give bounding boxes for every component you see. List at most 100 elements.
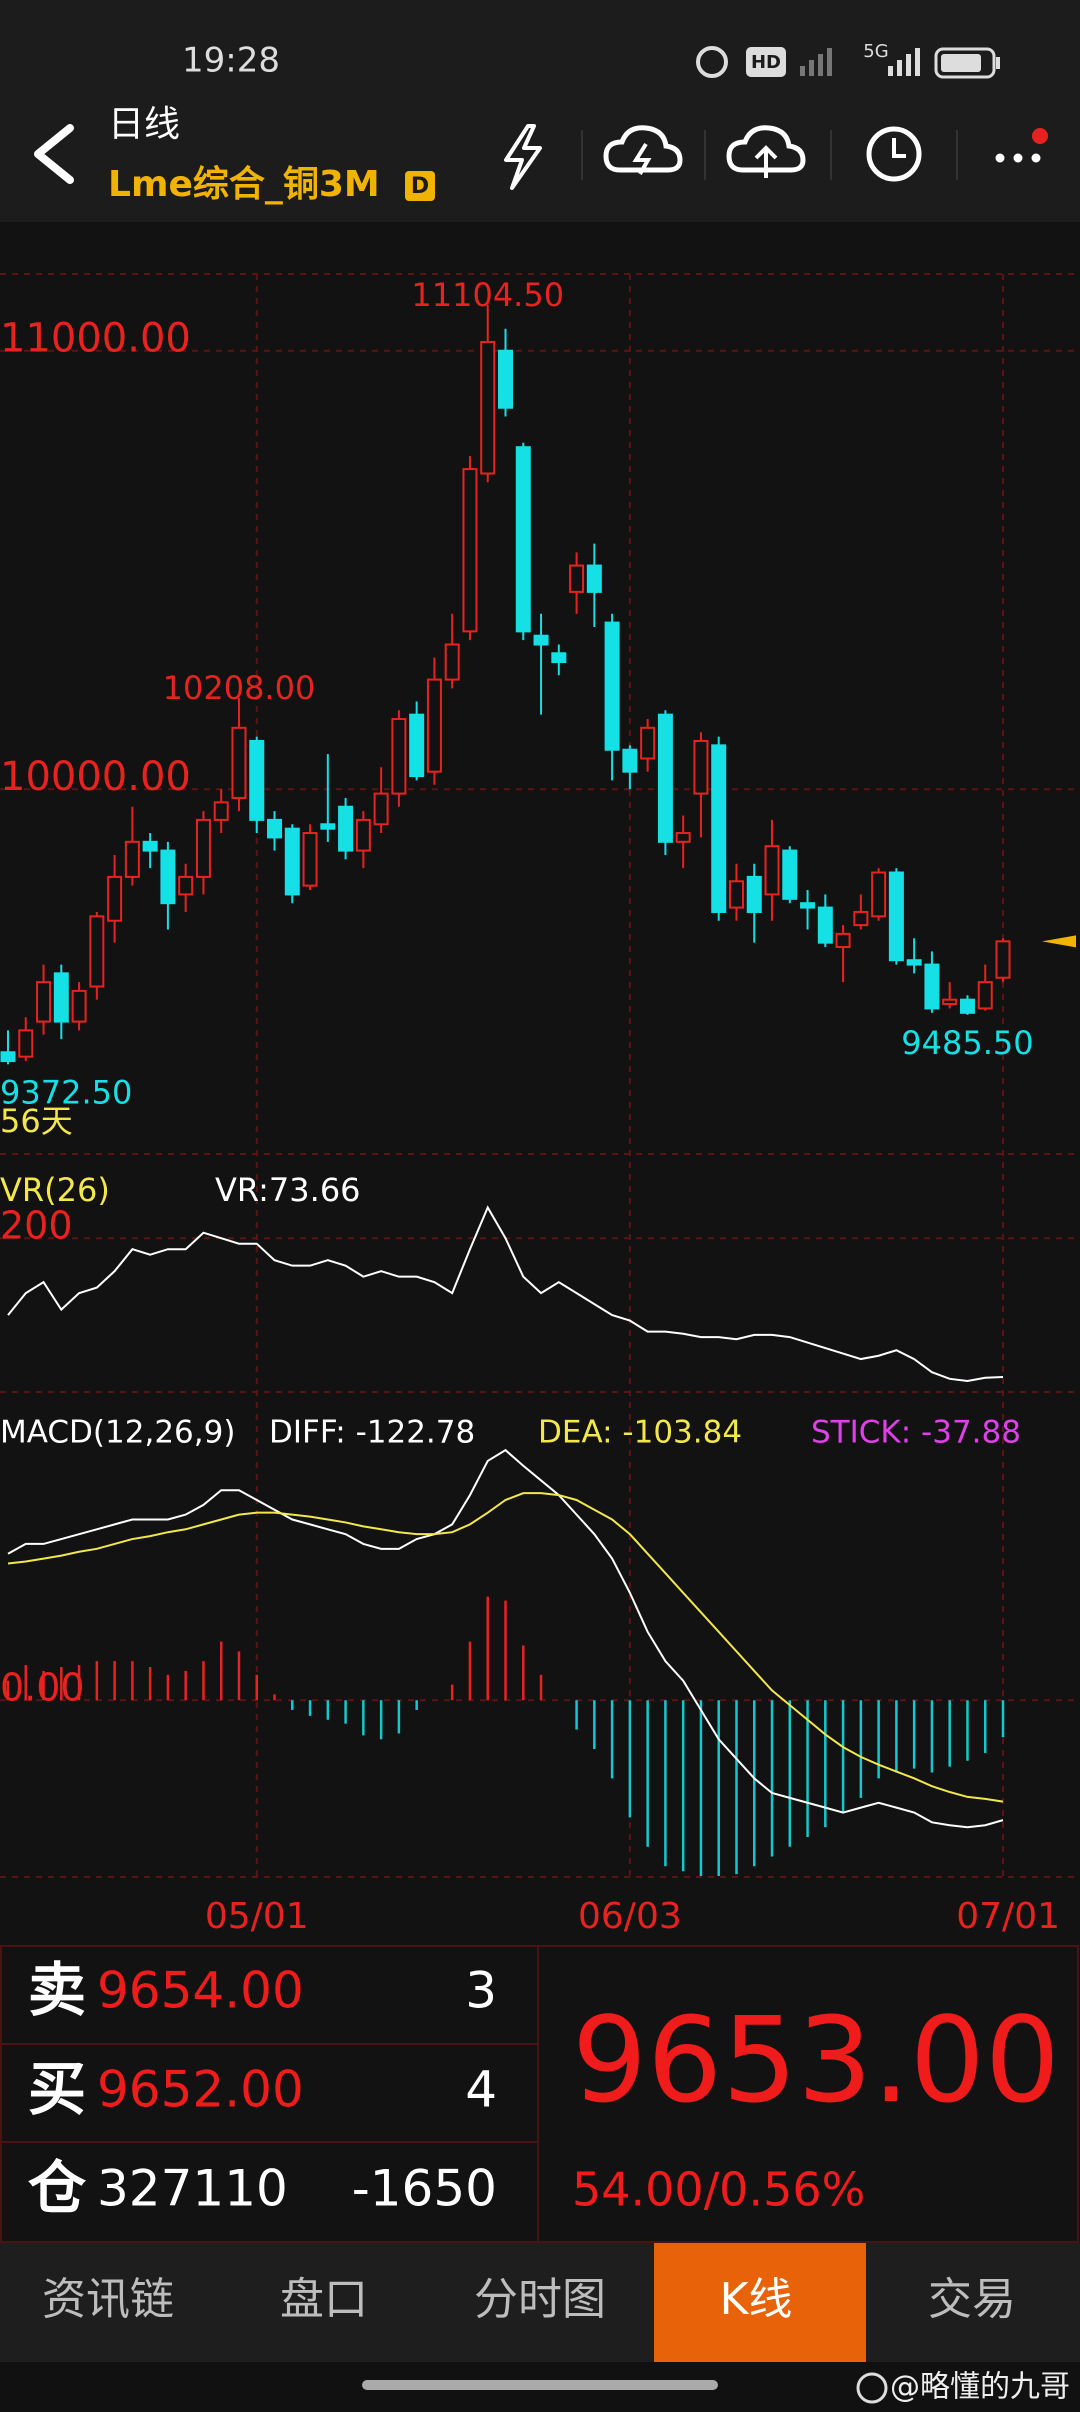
candle-body xyxy=(195,818,211,878)
quote-qty: -1650 xyxy=(352,2160,497,2218)
candle-body xyxy=(853,910,869,927)
active-tab-bg xyxy=(654,2243,866,2362)
dea-line xyxy=(7,1492,1004,1803)
candle-body xyxy=(746,875,762,913)
candle-body xyxy=(178,875,194,896)
tab[interactable]: 交易 xyxy=(928,2274,1016,2325)
candle-body xyxy=(107,875,123,922)
candle-body xyxy=(18,1029,34,1058)
candle-body xyxy=(320,823,336,830)
candle-body xyxy=(89,915,105,988)
candle-body xyxy=(871,871,887,918)
watermark: @略懂的九哥 xyxy=(890,2370,1070,2405)
candle-body xyxy=(569,564,585,593)
candle-body xyxy=(657,713,673,843)
candle-body xyxy=(764,845,780,896)
symbol[interactable]: Lme综合_铜3M xyxy=(108,164,380,205)
candle-body xyxy=(426,678,442,773)
x-tick-label: 06/03 xyxy=(578,1896,682,1937)
indicator-readout: VR:73.66 xyxy=(215,1171,361,1209)
hd-text: HD xyxy=(751,52,781,73)
indicator-readout: STICK: -37.88 xyxy=(811,1415,1021,1451)
candle-body xyxy=(355,818,371,852)
more-icon[interactable] xyxy=(995,128,1049,163)
candle-body xyxy=(586,564,602,593)
battery-level xyxy=(941,54,981,72)
candle-body xyxy=(267,818,283,839)
quote-price: 9654.00 xyxy=(97,1962,304,2020)
candle-body xyxy=(800,902,816,909)
battery xyxy=(934,47,996,79)
candle-body xyxy=(462,468,478,633)
signal-icon xyxy=(800,48,832,76)
candle-body xyxy=(391,718,407,795)
quote-label: 卖 xyxy=(28,1956,86,2024)
candle-body xyxy=(835,932,851,949)
candle-body xyxy=(142,840,158,852)
y-tick-label: 11000.00 xyxy=(0,316,191,362)
candle-body xyxy=(53,972,69,1023)
candle-body xyxy=(711,744,727,913)
candle-body xyxy=(36,981,52,1023)
indicator-title: MACD(12,26,9) xyxy=(0,1415,235,1451)
last-price: 9653.00 xyxy=(572,1991,1060,2129)
network-text: 5G xyxy=(863,41,888,62)
candle-body xyxy=(888,871,904,962)
x-tick-label: 07/01 xyxy=(956,1896,1060,1937)
period-label: 56天 xyxy=(0,1102,73,1140)
candle-body xyxy=(959,998,975,1014)
quote-label: 仓 xyxy=(28,2154,87,2222)
hd-badge xyxy=(746,47,786,77)
y-tick-label: 200 xyxy=(0,1204,73,1248)
high-label: 10208.00 xyxy=(163,669,316,707)
chart-bg xyxy=(0,222,1080,1942)
candle-body xyxy=(693,739,709,795)
candle-body xyxy=(533,634,549,646)
cloud-icon-2[interactable] xyxy=(726,125,806,178)
candle-body xyxy=(622,748,638,773)
candle-body xyxy=(0,1051,16,1063)
candle-body xyxy=(977,981,993,1010)
x-tick-label: 05/01 xyxy=(205,1896,309,1937)
candle-body xyxy=(942,998,958,1006)
back-button[interactable] xyxy=(34,124,74,184)
candle-body xyxy=(640,726,656,760)
candle-body xyxy=(604,621,620,751)
battery-tip xyxy=(996,57,1000,69)
tab[interactable]: 盘口 xyxy=(280,2274,368,2325)
quote-price: 9652.00 xyxy=(97,2061,304,2119)
flash-icon[interactable] xyxy=(504,124,542,190)
quote-bg xyxy=(0,1942,1080,2243)
candle-body xyxy=(480,340,496,475)
candle-body xyxy=(71,989,87,1023)
candle-body xyxy=(124,840,140,878)
price-change: 54.00/0.56% xyxy=(572,2163,865,2217)
candle-body xyxy=(409,713,425,778)
candle-body xyxy=(498,349,513,409)
gesture-bar xyxy=(362,2380,718,2390)
indicator-title: VR(26) xyxy=(0,1171,110,1209)
header-bg xyxy=(0,0,1080,222)
tabs: 资讯链 盘口 分时图 K线 交易 xyxy=(42,2243,1016,2362)
low-label: 9485.50 xyxy=(901,1024,1033,1062)
candle-body xyxy=(249,739,265,821)
candle-body xyxy=(213,801,229,821)
quote-borders xyxy=(0,1945,1079,2243)
tab[interactable]: 资讯链 xyxy=(42,2274,174,2325)
candle-body xyxy=(373,792,389,826)
signal-icon-2 xyxy=(888,48,920,76)
candle-body xyxy=(924,963,940,1010)
quote-panel: 卖 9654.00 3 买 9652.00 4 仓 327110 -1650 xyxy=(28,1956,497,2222)
tab[interactable]: 分时图 xyxy=(474,2274,606,2325)
cloud-icon[interactable] xyxy=(603,125,683,175)
badge: D xyxy=(411,174,429,199)
indicator-readout: DIFF: -122.78 xyxy=(269,1415,475,1451)
clock-icon[interactable] xyxy=(866,126,922,182)
clock: 19:28 xyxy=(182,41,280,81)
tab[interactable]: K线 xyxy=(720,2274,793,2325)
page-title: 日线 xyxy=(108,104,180,145)
candle-body xyxy=(160,849,176,905)
candle-body xyxy=(444,643,460,681)
weibo-logo xyxy=(856,2372,888,2404)
